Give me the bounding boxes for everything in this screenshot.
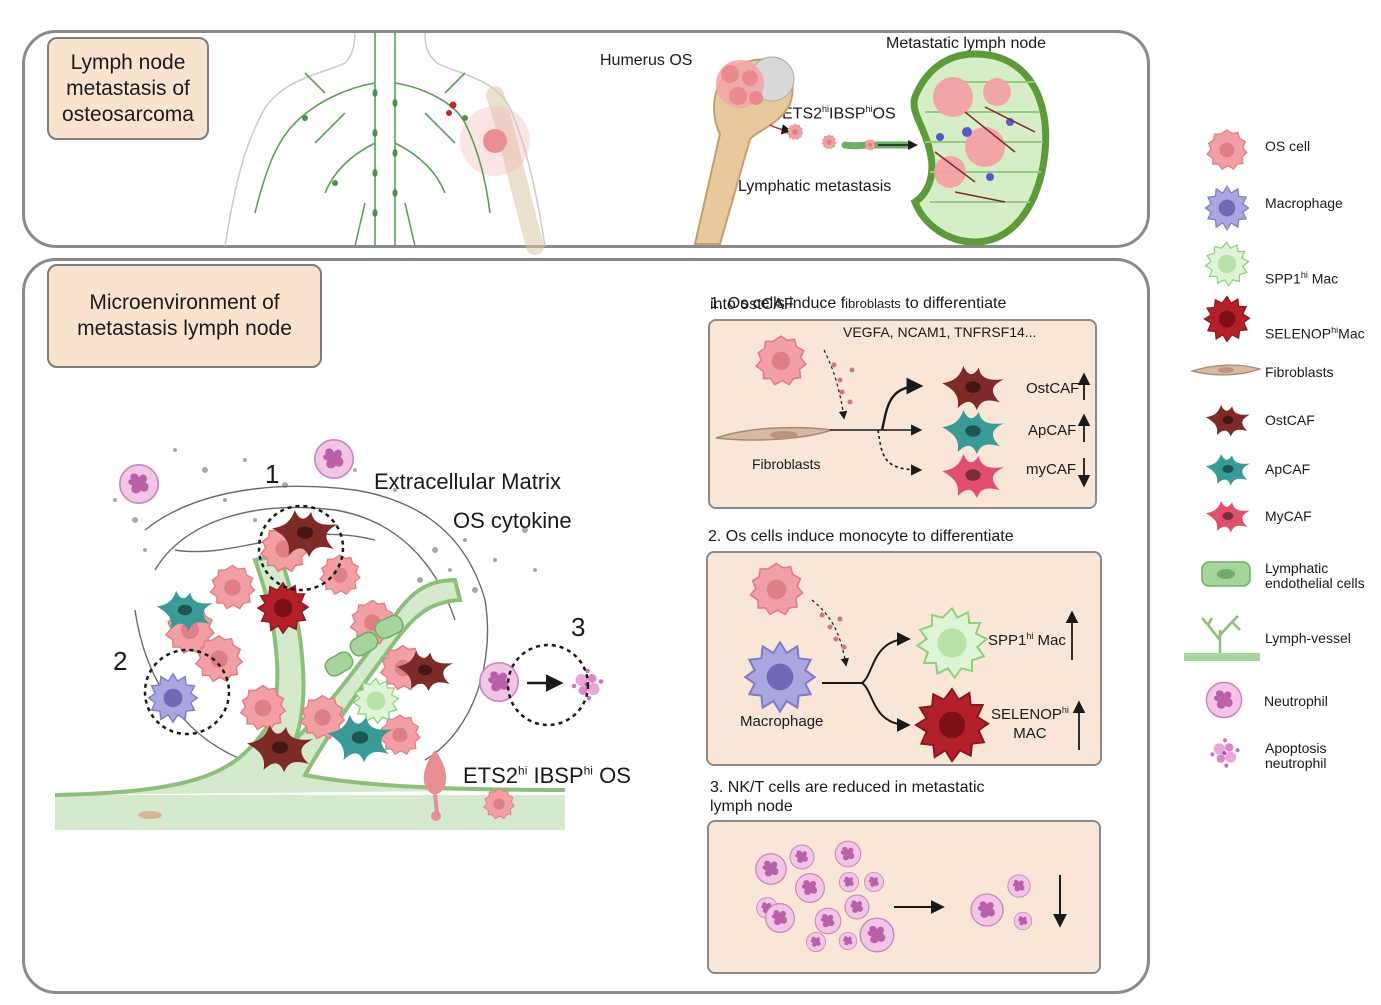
section3-title: 3. NK/T cells are reduced in metastatic … — [710, 779, 985, 815]
bottom-panel-title: Microenvironment of metastasis lymph nod… — [47, 264, 322, 368]
section1-fibroblasts-label: Fibroblasts — [752, 456, 821, 472]
fibroblast-icon — [1189, 364, 1262, 376]
neutrophil-icon — [1205, 681, 1243, 719]
section1-title-line2: into ostCAF — [710, 296, 794, 313]
legend-apcaf: ApCAF — [1265, 461, 1311, 477]
top-panel-title: Lymph node metastasis of osteosarcoma — [47, 37, 209, 140]
lymph-node-illustration — [910, 50, 1050, 246]
macrophage-icon — [1204, 185, 1250, 231]
section1-mycaf-label: myCAF — [1026, 461, 1076, 478]
section2-spp1-label: SPP1hi Mac — [988, 631, 1066, 649]
ecm-label: Extracellular Matrix — [374, 469, 562, 494]
section3-diagram — [755, 840, 1067, 953]
section2-macrophage-label: Macrophage — [740, 713, 824, 730]
legend-apoptosis-neutrophil: Apoptosis neutrophil — [1265, 740, 1327, 771]
section2-title: 2. Os cells induce monocyte to different… — [708, 528, 1014, 545]
legend-icons — [1184, 129, 1262, 768]
legend-fibroblasts: Fibroblasts — [1265, 364, 1334, 380]
legend-lymphatic-endothelial: Lymphatic endothelial cells — [1265, 560, 1365, 591]
mycaf-icon — [1205, 500, 1251, 533]
legend-macrophage: Macrophage — [1265, 195, 1343, 211]
legend-lymph-vessel: Lymph-vessel — [1265, 630, 1351, 646]
section1-ostcaf-label: OstCAF — [1026, 380, 1080, 397]
top-ets2-ibsp-label: ETS2hiIBSPhiOS — [782, 104, 896, 123]
microenvironment-illustration — [54, 438, 604, 830]
legend-os-cell: OS cell — [1265, 138, 1311, 154]
body-lymphatic-illustration — [224, 32, 546, 255]
lymph-vessel-icon — [1184, 615, 1260, 661]
section1-factors: VEGFA, NCAM1, TNFRSF14... — [843, 324, 1037, 340]
legend-neutrophil: Neutrophil — [1264, 693, 1328, 709]
lymphatic-endothelial-icon — [1201, 561, 1251, 587]
legend-mycaf: MyCAF — [1265, 508, 1312, 524]
metastasis-path-illustration — [769, 123, 918, 151]
humerus-bone-illustration — [693, 56, 795, 245]
apcaf-icon — [1205, 453, 1251, 486]
legend-ostcaf: OstCAF — [1265, 412, 1315, 428]
os-cytokine-label: OS cytokine — [453, 508, 572, 533]
marker-1: 1 — [265, 459, 280, 489]
section1-diagram — [715, 335, 1091, 499]
os-cell-icon — [1206, 129, 1248, 170]
lymphatic-metastasis-label: Lymphatic metastasis — [738, 178, 892, 195]
legend-spp1-mac: SPP1hi Mac — [1265, 270, 1339, 287]
bottom-ets2-ibsp-label: ETS2hi IBSPhi OS — [463, 763, 631, 788]
section1-apcaf-label: ApCAF — [1028, 422, 1077, 439]
section3-box — [707, 820, 1101, 974]
selenop-mac-icon — [1203, 295, 1251, 343]
section2-selenop-label: SELENOPhi MAC — [991, 705, 1069, 742]
spp1-mac-icon — [1204, 241, 1250, 287]
ostcaf-icon — [1205, 404, 1251, 437]
metastatic-lymph-node-label: Metastatic lymph node — [886, 35, 1047, 52]
marker-3: 3 — [571, 612, 586, 642]
legend-selenop-mac: SELENOPhiMac — [1265, 325, 1365, 342]
section1-title: 1. Os cells induce fibroblasts to differ… — [710, 295, 1007, 312]
marker-2: 2 — [113, 646, 128, 676]
apoptosis-neutrophil-icon — [1210, 738, 1240, 768]
section2-diagram — [744, 562, 1086, 762]
humerus-os-label: Humerus OS — [600, 52, 693, 69]
